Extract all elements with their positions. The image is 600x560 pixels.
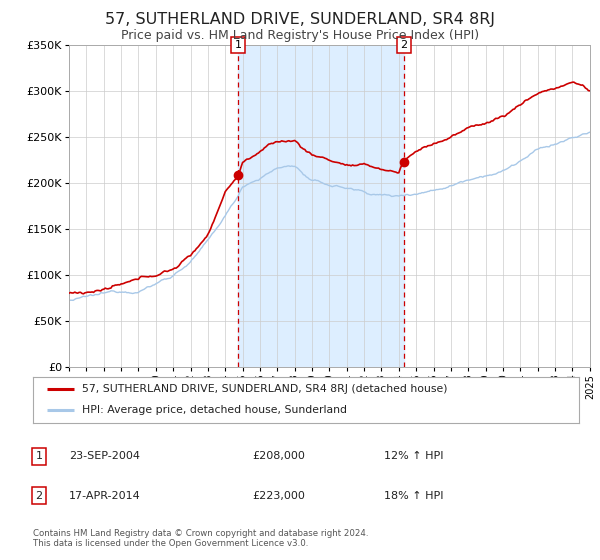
Text: 1: 1 xyxy=(235,40,241,50)
Text: £223,000: £223,000 xyxy=(252,491,305,501)
Text: 2: 2 xyxy=(35,491,43,501)
Bar xyxy=(238,45,404,367)
Text: 17-APR-2014: 17-APR-2014 xyxy=(69,491,141,501)
Text: 1: 1 xyxy=(35,451,43,461)
Text: 2: 2 xyxy=(400,40,407,50)
Text: 12% ↑ HPI: 12% ↑ HPI xyxy=(384,451,443,461)
Text: Contains HM Land Registry data © Crown copyright and database right 2024.
This d: Contains HM Land Registry data © Crown c… xyxy=(33,529,368,548)
Text: Price paid vs. HM Land Registry's House Price Index (HPI): Price paid vs. HM Land Registry's House … xyxy=(121,29,479,42)
Text: 57, SUTHERLAND DRIVE, SUNDERLAND, SR4 8RJ (detached house): 57, SUTHERLAND DRIVE, SUNDERLAND, SR4 8R… xyxy=(82,384,448,394)
Text: 23-SEP-2004: 23-SEP-2004 xyxy=(69,451,140,461)
Text: 18% ↑ HPI: 18% ↑ HPI xyxy=(384,491,443,501)
Text: 57, SUTHERLAND DRIVE, SUNDERLAND, SR4 8RJ: 57, SUTHERLAND DRIVE, SUNDERLAND, SR4 8R… xyxy=(105,12,495,27)
Text: £208,000: £208,000 xyxy=(252,451,305,461)
Text: HPI: Average price, detached house, Sunderland: HPI: Average price, detached house, Sund… xyxy=(82,405,347,416)
